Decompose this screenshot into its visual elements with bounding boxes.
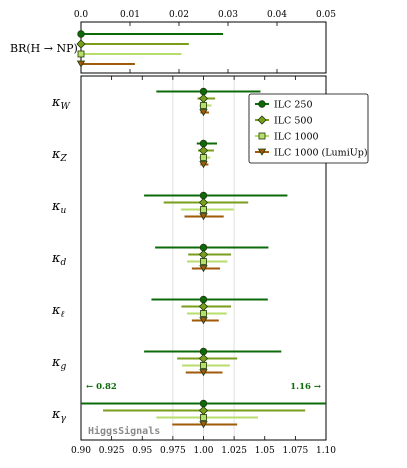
legend-frame: [248, 93, 369, 164]
top-axis: 0.0 0.01 0.02 0.03 0.04 0.05: [74, 10, 336, 73]
bottom-tick-label: 1.075: [282, 446, 308, 456]
errorbar-marker: [199, 109, 208, 117]
errorbar-marker: [199, 369, 208, 377]
top-tick-label: 0.01: [120, 10, 140, 20]
errorbar-marker: [198, 353, 209, 364]
top-row-label: BR(H → NP): [10, 42, 78, 55]
top-panel-frame: [80, 21, 327, 74]
top-marker: [77, 50, 85, 58]
errorbar-marker: [200, 206, 207, 213]
top-tick-label: 0.0: [74, 10, 89, 20]
legend-entry: ILC 1000: [274, 132, 319, 143]
errorbar-marker: [200, 414, 207, 421]
errorbar-marker: [200, 154, 207, 161]
row-label: κW: [51, 95, 71, 112]
row-label: κγ: [51, 407, 67, 424]
errorbar-marker: [199, 399, 208, 408]
bottom-tick-label: 1.10: [316, 446, 336, 456]
overflow-label-right: 1.16 →: [290, 382, 321, 392]
bottom-tick-label: 0.925: [99, 446, 125, 456]
legend-entry: ILC 500: [274, 116, 312, 127]
overflow-label-left: ← 0.82: [86, 382, 117, 392]
top-tick-label: 0.05: [316, 10, 336, 20]
errorbar-marker: [199, 265, 208, 273]
bottom-tick-label: 0.975: [160, 446, 186, 456]
bottom-tick-label: 1.025: [221, 446, 247, 456]
legend-marker: [257, 148, 267, 156]
errorbar-marker: [199, 347, 208, 356]
errorbar-marker: [200, 362, 207, 369]
bottom-axis: 0.90 0.925 0.95 0.975 1.00 1.025 1.05 1.075 1.10: [71, 76, 336, 456]
top-tick-label: 0.04: [267, 10, 287, 20]
errorbar-marker: [198, 145, 209, 156]
legend-marker: [258, 132, 266, 140]
legend-marker: [257, 115, 267, 125]
errorbar-marker: [198, 197, 209, 208]
bottom-tick-label: 0.90: [71, 446, 91, 456]
watermark: HiggsSignals: [88, 425, 160, 437]
row-label: κu: [51, 199, 67, 216]
row-label: κd: [51, 251, 67, 268]
errorbar-marker: [200, 102, 207, 109]
errorbar-marker: [200, 258, 207, 265]
errorbar-marker: [199, 191, 208, 200]
row-label: κg: [51, 355, 67, 372]
errorbar-marker: [199, 317, 208, 325]
errorbar-marker: [199, 161, 208, 169]
top-marker: [76, 60, 86, 68]
legend-marker: [258, 100, 266, 108]
row-label: κℓ: [51, 303, 65, 320]
top-marker: [77, 30, 85, 38]
errorbar-marker: [198, 405, 209, 416]
errorbar-marker: [198, 249, 209, 260]
errorbar-marker: [200, 310, 207, 317]
row-label: κZ: [51, 147, 68, 164]
errorbar-marker: [199, 87, 208, 96]
top-bars: [76, 30, 224, 68]
errorbar-marker: [198, 93, 209, 104]
bottom-tick-label: 1.00: [193, 446, 213, 456]
legend-entry: ILC 1000 (LumiUp): [274, 148, 368, 159]
errorbar-marker: [199, 295, 208, 304]
legend: ILC 250 ILC 500 ILC 1000 ILC 1000 (LumiUp): [248, 93, 369, 164]
bottom-tick-label: 0.95: [132, 446, 152, 456]
row-labels: κW κZ κu κd κℓ κg κγ: [51, 95, 71, 424]
bottom-tick-label: 1.05: [255, 446, 275, 456]
legend-entry: ILC 250: [274, 100, 312, 111]
top-tick-label: 0.03: [218, 10, 238, 20]
top-tick-label: 0.02: [169, 10, 189, 20]
errorbars: [81, 87, 326, 429]
top-marker: [76, 39, 86, 49]
errorbar-marker: [199, 139, 208, 148]
errorbar-marker: [199, 213, 208, 221]
errorbar-marker: [198, 301, 209, 312]
errorbar-marker: [199, 243, 208, 252]
errorbar-marker: [199, 421, 208, 429]
